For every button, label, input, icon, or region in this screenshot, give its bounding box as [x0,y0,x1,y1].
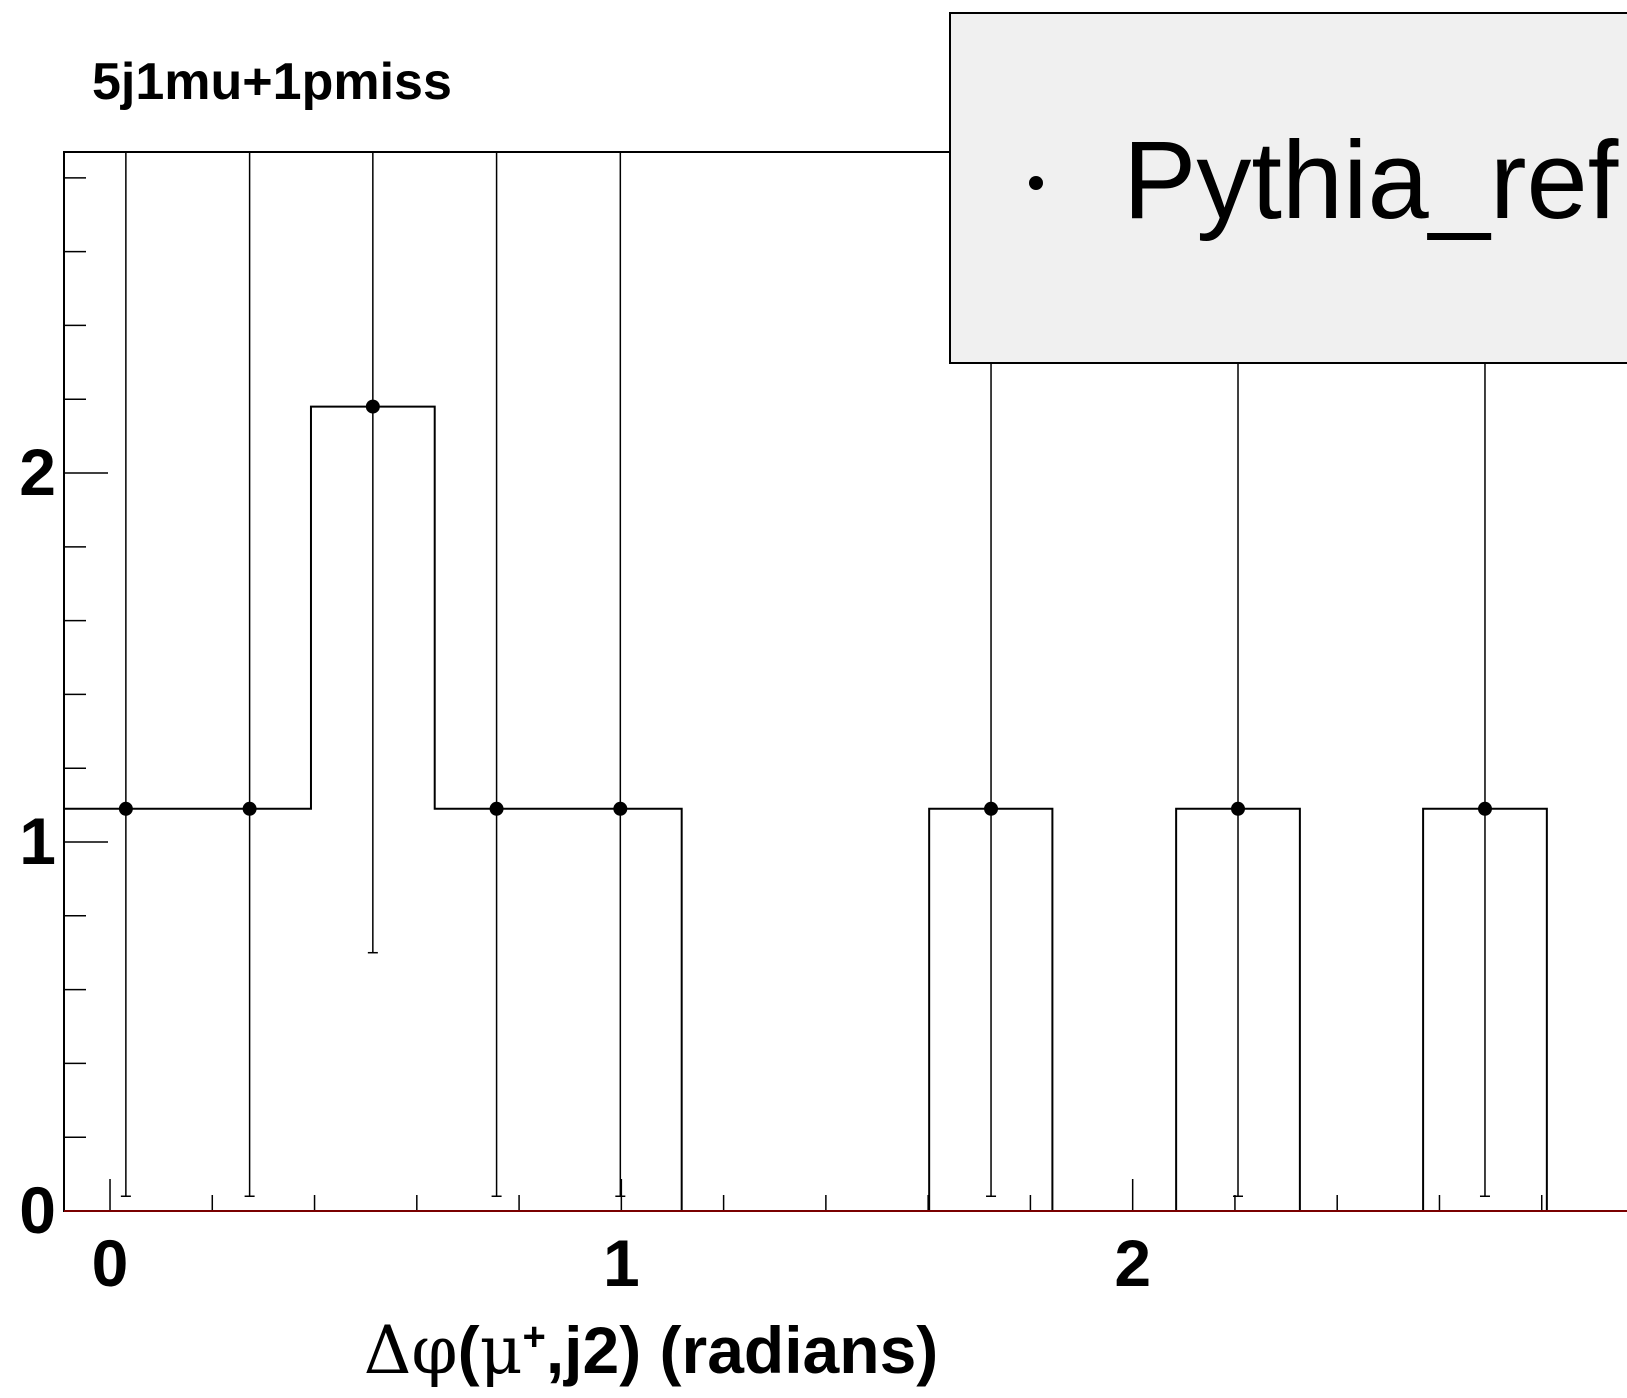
y-tick-labels: 0 1 2 [19,435,56,1247]
x-tick-label: 2 [1114,1226,1151,1300]
x-axis [109,1179,1543,1211]
data-point [365,399,380,414]
x-axis-label: Δφ(μ+,j2) (radians) [0,1312,1302,1389]
x-axis-label-sup: + [522,1315,546,1359]
y-tick-label: 2 [19,435,56,509]
data-point [489,801,504,816]
x-axis-label-rest: ,j2) (radians) [545,1313,939,1387]
y-tick-label: 1 [19,804,56,878]
y-axis [64,177,108,1212]
x-axis-label-mu: μ [479,1312,523,1389]
data-point [1231,801,1246,816]
data-point [242,801,257,816]
data-point [984,801,999,816]
data-point [613,801,628,816]
legend: Pythia_ref [949,12,1627,364]
chart-title: 5j1mu+1pmiss [92,53,452,111]
legend-label: Pythia_ref [1123,119,1619,242]
histogram-step-line [63,405,1548,1212]
histogram-outline [63,405,1548,1212]
x-axis-label-open: ( [457,1313,480,1387]
x-tick-label: 0 [92,1226,129,1300]
y-tick-label: 0 [19,1173,56,1247]
legend-marker [1029,176,1043,190]
data-point [118,801,133,816]
x-tick-labels: 0 1 2 [92,1226,1151,1300]
data-points [118,399,1492,816]
x-axis-label-symbol: Δφ [363,1312,458,1389]
x-tick-label: 1 [603,1226,640,1300]
data-point [1477,801,1492,816]
